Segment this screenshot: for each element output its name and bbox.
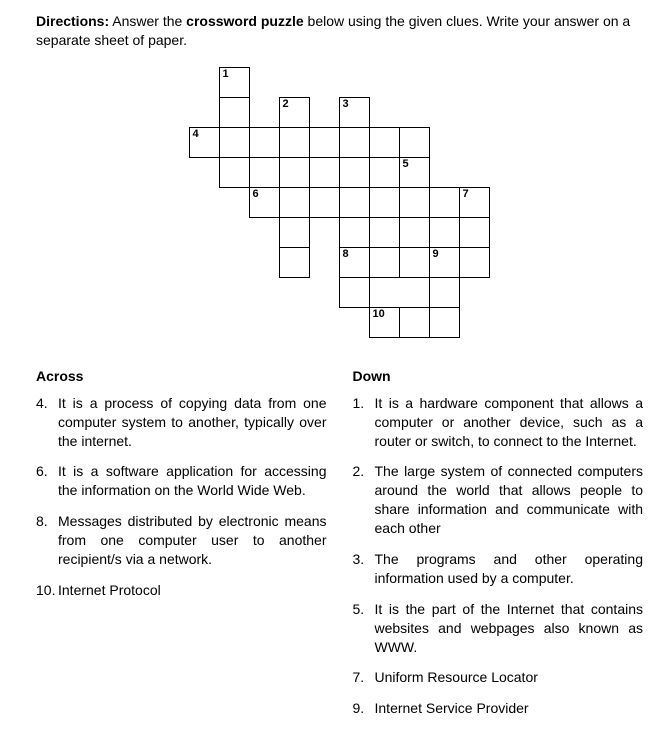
crossword-cell xyxy=(459,247,490,278)
clue-number: 5. xyxy=(353,600,375,657)
crossword-cell xyxy=(309,127,340,158)
directions-label: Directions: xyxy=(36,13,109,29)
crossword-cell xyxy=(279,247,310,278)
crossword-cell xyxy=(279,127,310,158)
crossword-cell xyxy=(429,277,460,308)
across-column: Across 4.It is a process of copying data… xyxy=(36,368,327,730)
clue-item: 6.It is a software application for acces… xyxy=(36,462,327,500)
clue-text: The programs and other operating informa… xyxy=(375,550,644,588)
clue-text: Internet Service Provider xyxy=(375,699,644,718)
crossword-cell xyxy=(369,187,400,218)
clue-number: 4. xyxy=(36,394,58,451)
down-title: Down xyxy=(353,368,644,384)
crossword-cell xyxy=(459,217,490,248)
clue-item: 4.It is a process of copying data from o… xyxy=(36,394,327,451)
across-list: 4.It is a process of copying data from o… xyxy=(36,394,327,600)
crossword-cell: 5 xyxy=(399,157,430,188)
crossword-cell xyxy=(219,97,250,128)
clue-text: Internet Protocol xyxy=(58,581,327,600)
clue-item: 1.It is a hardware component that allows… xyxy=(353,394,644,451)
clue-number: 8. xyxy=(36,512,58,569)
crossword-cell xyxy=(369,247,400,278)
clue-number: 3. xyxy=(353,550,375,588)
clue-text: It is a software application for accessi… xyxy=(58,462,327,500)
clue-number: 9. xyxy=(353,699,375,718)
crossword-cell xyxy=(429,307,460,338)
crossword-cell: 2 xyxy=(279,97,310,128)
clue-number: 7. xyxy=(353,668,375,687)
clue-item: 8.Messages distributed by electronic mea… xyxy=(36,512,327,569)
crossword-cell xyxy=(249,127,280,158)
clue-item: 7.Uniform Resource Locator xyxy=(353,668,644,687)
directions: Directions: Answer the crossword puzzle … xyxy=(36,12,643,50)
crossword-cell: 7 xyxy=(459,187,490,218)
clue-number: 2. xyxy=(353,462,375,538)
clue-item: 9.Internet Service Provider xyxy=(353,699,644,718)
crossword-cell: 9 xyxy=(429,247,460,278)
crossword-cell xyxy=(429,187,460,218)
clue-item: 3.The programs and other operating infor… xyxy=(353,550,644,588)
clue-text: It is a hardware component that allows a… xyxy=(375,394,644,451)
directions-bold: crossword puzzle xyxy=(186,13,303,29)
crossword-container: 123 4 5 6 7 8 9 10 xyxy=(36,68,643,338)
crossword-cell xyxy=(339,217,370,248)
crossword-cell xyxy=(279,187,310,218)
crossword-cell: 3 xyxy=(339,97,370,128)
crossword-cell xyxy=(279,157,310,188)
crossword-cell xyxy=(339,277,370,308)
clue-text: Uniform Resource Locator xyxy=(375,668,644,687)
crossword-cell xyxy=(399,307,430,338)
crossword-grid: 123 4 5 6 7 8 9 10 xyxy=(160,68,520,338)
crossword-cell xyxy=(219,157,250,188)
crossword-cell xyxy=(339,187,370,218)
clue-text: It is a process of copying data from one… xyxy=(58,394,327,451)
crossword-cell xyxy=(309,187,340,218)
crossword-cell xyxy=(399,187,430,218)
clue-text: The large system of connected computers … xyxy=(375,462,644,538)
clue-number: 10. xyxy=(36,581,58,600)
clue-item: 10.Internet Protocol xyxy=(36,581,327,600)
clue-number: 1. xyxy=(353,394,375,451)
crossword-cell: 6 xyxy=(249,187,280,218)
crossword-cell xyxy=(399,127,430,158)
crossword-cell xyxy=(219,127,250,158)
crossword-cell xyxy=(369,127,400,158)
down-column: Down 1.It is a hardware component that a… xyxy=(353,368,644,730)
clue-item: 2.The large system of connected computer… xyxy=(353,462,644,538)
down-list: 1.It is a hardware component that allows… xyxy=(353,394,644,718)
page: Directions: Answer the crossword puzzle … xyxy=(0,0,663,754)
clues: Across 4.It is a process of copying data… xyxy=(36,368,643,730)
directions-pre: Answer the xyxy=(109,13,186,29)
across-title: Across xyxy=(36,368,327,384)
clue-text: Messages distributed by electronic means… xyxy=(58,512,327,569)
crossword-cell xyxy=(339,157,370,188)
crossword-cell: 10 xyxy=(369,307,400,338)
crossword-cell xyxy=(399,217,430,248)
crossword-cell xyxy=(279,217,310,248)
clue-number: 6. xyxy=(36,462,58,500)
crossword-cell xyxy=(399,247,430,278)
clue-item: 5.It is the part of the Internet that co… xyxy=(353,600,644,657)
crossword-cell: 1 xyxy=(219,67,250,98)
clue-text: It is the part of the Internet that cont… xyxy=(375,600,644,657)
crossword-cell: 4 xyxy=(189,127,220,158)
crossword-cell xyxy=(339,127,370,158)
crossword-cell: 8 xyxy=(339,247,370,278)
